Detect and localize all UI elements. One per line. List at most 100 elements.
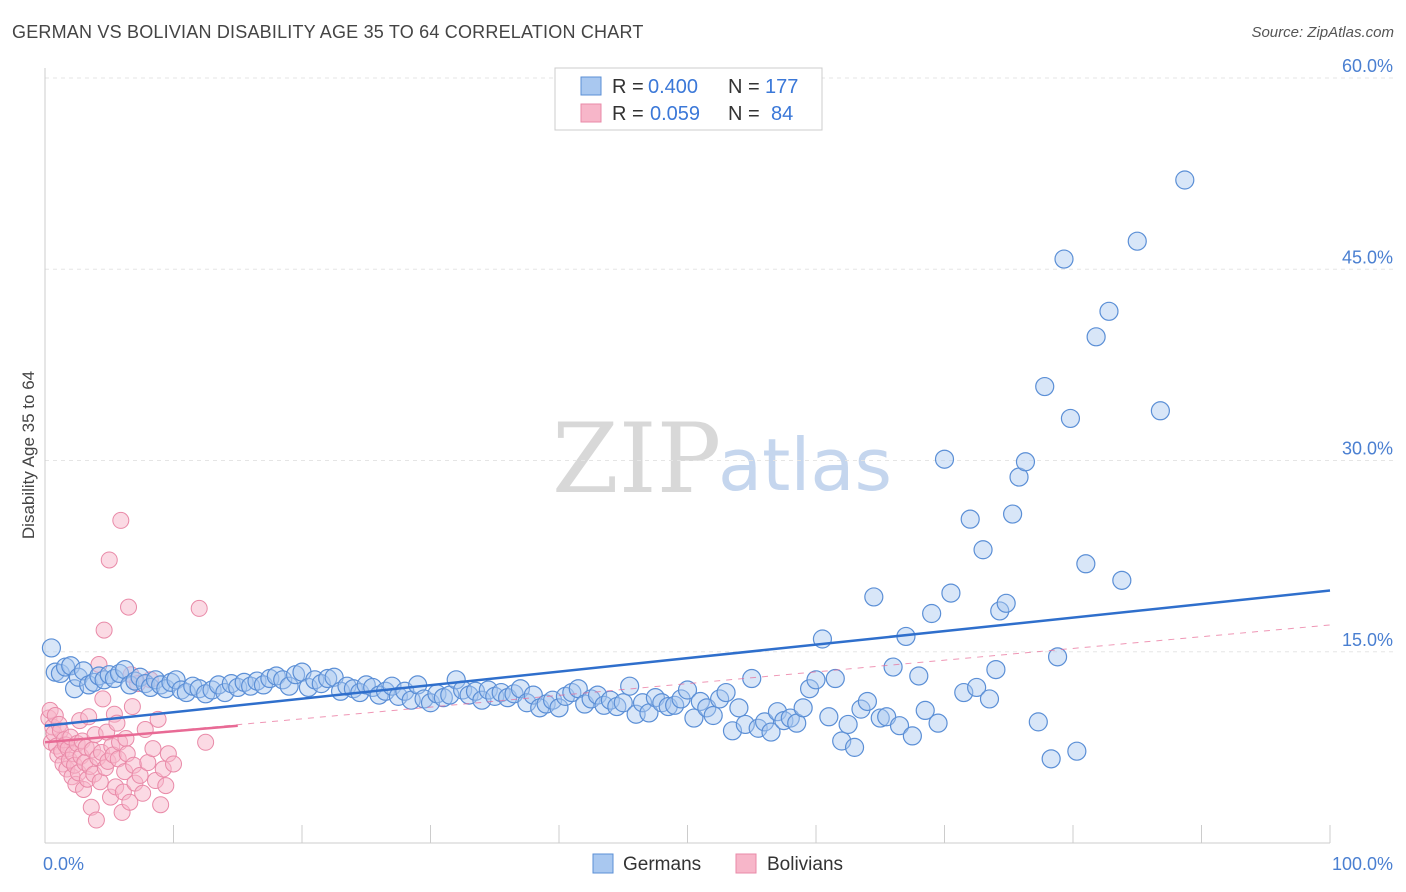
germans-point bbox=[793, 698, 813, 718]
germans-point bbox=[996, 593, 1016, 613]
y-tick-label: 30.0% bbox=[1342, 439, 1393, 459]
germans-point bbox=[883, 657, 903, 677]
bolivians-point bbox=[165, 755, 182, 773]
bolivians-point bbox=[120, 598, 138, 616]
germans-point bbox=[889, 716, 910, 736]
germans-point bbox=[941, 583, 961, 603]
germans-point bbox=[620, 676, 640, 696]
germans-point bbox=[135, 674, 155, 694]
germans-point bbox=[806, 670, 826, 690]
germans-point bbox=[1150, 401, 1170, 421]
watermark-zip: ZIP bbox=[552, 403, 721, 515]
bolivians-point bbox=[157, 777, 175, 795]
y-tick-label: 45.0% bbox=[1342, 247, 1393, 267]
germans-point bbox=[517, 693, 537, 713]
bottom-legend-bolivians: Bolivians bbox=[767, 854, 843, 875]
germans-point bbox=[61, 656, 81, 676]
germans-point bbox=[973, 540, 993, 560]
germans-point bbox=[857, 691, 878, 712]
germans-point bbox=[922, 603, 942, 624]
germans-point bbox=[928, 713, 948, 733]
germans-point bbox=[1127, 231, 1147, 251]
germans-point bbox=[130, 667, 150, 687]
bolivians-point bbox=[144, 740, 162, 758]
germans-point bbox=[50, 663, 71, 684]
y-tick-label: 15.0% bbox=[1342, 630, 1393, 650]
germans-point bbox=[1041, 749, 1061, 769]
germans-point bbox=[613, 693, 633, 713]
germans-point bbox=[909, 666, 929, 686]
germans-point bbox=[1003, 504, 1023, 524]
gridlines bbox=[45, 77, 1395, 653]
bolivians-point bbox=[112, 511, 130, 529]
bolivians-trend-line bbox=[44, 724, 238, 744]
germans-point bbox=[729, 698, 749, 718]
germans-point bbox=[446, 670, 466, 690]
germans-point bbox=[1028, 712, 1048, 732]
legend-n-label-germans: N = bbox=[728, 76, 760, 98]
bolivians-point bbox=[94, 690, 112, 708]
germans-point bbox=[1099, 301, 1119, 321]
x-tick-label: 100.0% bbox=[1332, 854, 1393, 874]
germans-point bbox=[684, 708, 704, 728]
germans-point bbox=[819, 707, 839, 727]
germans-point bbox=[1035, 376, 1055, 397]
germans-point bbox=[703, 705, 723, 726]
legend-swatch-germans bbox=[580, 76, 602, 96]
germans-point bbox=[1060, 408, 1081, 429]
germans-point bbox=[902, 726, 922, 746]
germans-point bbox=[298, 677, 319, 698]
germans-point bbox=[742, 668, 762, 689]
y-tick-labels: 15.0% 30.0% 45.0% 60.0% bbox=[1342, 56, 1393, 650]
source-label: Source: ZipAtlas.com bbox=[1251, 24, 1394, 41]
legend-r-value-bolivians: 0.059 bbox=[650, 103, 700, 125]
bottom-legend: Germans Bolivians bbox=[592, 853, 843, 875]
germans-point bbox=[99, 665, 119, 685]
bolivians-point bbox=[197, 733, 215, 751]
bottom-legend-swatch-germans bbox=[592, 853, 614, 874]
germans-point bbox=[780, 708, 800, 728]
germans-point bbox=[915, 700, 935, 721]
legend-r-label-bolivians: R = bbox=[612, 103, 644, 125]
bolivians-point bbox=[100, 551, 118, 569]
germans-point bbox=[279, 676, 299, 696]
germans-point bbox=[979, 689, 1000, 709]
germans-point bbox=[754, 712, 775, 732]
bolivians-point bbox=[190, 599, 208, 617]
germans-point bbox=[838, 714, 858, 735]
bolivians-point bbox=[117, 729, 135, 747]
legend-swatch-bolivians bbox=[580, 103, 602, 123]
germans-point bbox=[1076, 554, 1096, 574]
germans-point bbox=[120, 675, 140, 695]
bolivians-point bbox=[121, 793, 139, 811]
bolivians-point bbox=[134, 784, 152, 802]
bolivians-point bbox=[123, 698, 141, 716]
germans-point bbox=[1054, 249, 1074, 269]
bolivians-point bbox=[95, 621, 113, 639]
germans-point bbox=[986, 659, 1006, 680]
x-tick-labels: 0.0% 100.0% bbox=[43, 854, 1393, 874]
germans-point bbox=[735, 714, 755, 735]
legend-n-label-bolivians: N = bbox=[728, 103, 760, 125]
bottom-legend-germans: Germans bbox=[623, 854, 701, 875]
germans-point bbox=[967, 677, 987, 698]
germans-point bbox=[632, 693, 653, 713]
germans-point bbox=[1015, 452, 1036, 472]
germans-point bbox=[1047, 647, 1068, 667]
germans-point bbox=[761, 722, 781, 742]
germans-point bbox=[960, 509, 980, 529]
germans-point bbox=[934, 449, 955, 469]
watermark-atlas: atlas bbox=[718, 423, 892, 507]
legend-box: R = 0.400 N = 177 R = 0.059 N = 84 bbox=[554, 67, 823, 131]
legend-r-value-germans: 0.400 bbox=[648, 76, 698, 98]
germans-point bbox=[1067, 741, 1087, 761]
germans-point bbox=[166, 670, 186, 690]
germans-point bbox=[870, 708, 890, 728]
bolivians-point bbox=[131, 766, 149, 784]
germans-point bbox=[954, 682, 974, 703]
germans-point bbox=[1175, 170, 1195, 190]
chart-title: GERMAN VS BOLIVIAN DISABILITY AGE 35 TO … bbox=[12, 22, 644, 42]
germans-point bbox=[1112, 570, 1132, 590]
germans-point bbox=[587, 685, 608, 705]
